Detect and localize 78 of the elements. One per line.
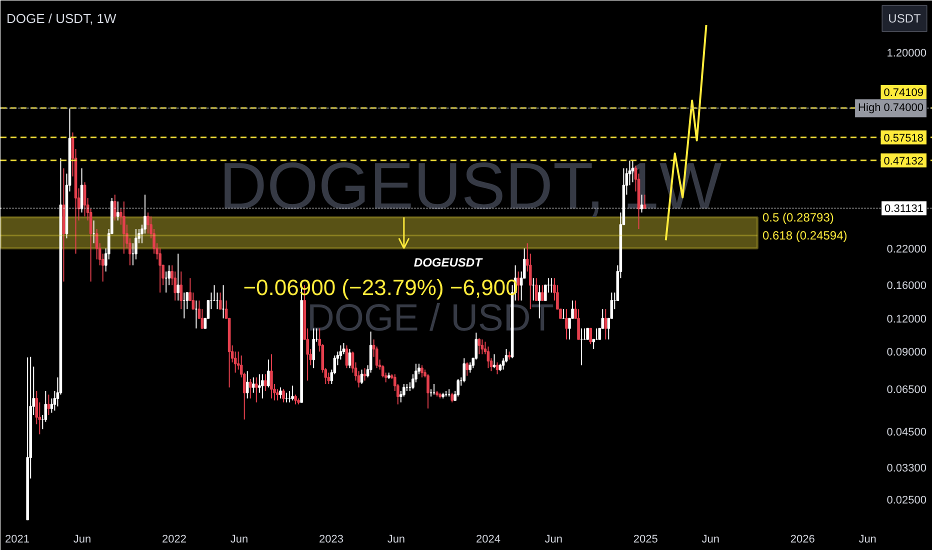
x-tick-label: 2023 xyxy=(319,534,344,546)
candlestick xyxy=(261,374,264,399)
y-tick-label: 0.06500 xyxy=(886,384,927,396)
ref-line-label: 0.618 (0.24594) xyxy=(762,228,848,242)
candlestick xyxy=(541,284,544,302)
candlestick xyxy=(246,370,249,399)
candlestick xyxy=(267,359,270,388)
candlestick xyxy=(363,368,366,382)
candlestick xyxy=(279,386,282,399)
candlestick xyxy=(450,392,454,403)
candlestick xyxy=(466,362,469,376)
candlestick xyxy=(218,292,222,310)
candlestick xyxy=(146,212,150,234)
ref-line-label: High 0.74000 xyxy=(858,102,924,114)
candlestick xyxy=(192,292,195,310)
candlestick xyxy=(248,378,252,399)
candlestick xyxy=(255,376,258,403)
candlestick xyxy=(47,394,50,416)
candlestick xyxy=(462,358,466,383)
candlestick xyxy=(492,354,496,369)
x-tick-label: Jun xyxy=(858,534,876,546)
y-tick-label: 0.04500 xyxy=(886,426,927,439)
candlestick xyxy=(270,354,273,399)
candlestick xyxy=(264,374,267,392)
x-tick-label: 2026 xyxy=(790,534,815,546)
y-tick-label: 0.22000 xyxy=(886,243,927,256)
candlestick xyxy=(604,308,608,340)
candlestick xyxy=(577,308,580,340)
y-tick-label: 0.16000 xyxy=(886,280,927,292)
y-tick-label: 0.02500 xyxy=(886,494,927,507)
candlestick xyxy=(486,346,490,369)
candlestick xyxy=(294,394,297,405)
candlestick xyxy=(478,338,481,355)
candlestick xyxy=(592,338,595,350)
candlestick xyxy=(420,364,424,378)
candlestick xyxy=(180,271,183,310)
band-label: 0.5 (0.28793) xyxy=(762,210,834,224)
candlestick xyxy=(589,328,592,345)
candlestick xyxy=(468,362,472,374)
candlestick xyxy=(480,338,484,355)
candlestick xyxy=(176,253,180,302)
candlestick xyxy=(345,344,348,369)
ref-line-label: 0.47132 xyxy=(884,155,924,168)
candlestick xyxy=(200,308,204,329)
candlestick xyxy=(496,362,499,375)
x-tick-label: 2021 xyxy=(5,534,30,546)
candlestick xyxy=(534,278,538,302)
candlestick xyxy=(456,378,460,398)
x-tick-label: Jun xyxy=(387,534,406,546)
candlestick xyxy=(348,348,352,369)
candlestick xyxy=(83,182,86,217)
text: DOGE / USDT, 1W xyxy=(6,11,118,26)
candlestick xyxy=(586,328,589,340)
x-tick-label: Jun xyxy=(230,534,248,546)
candlestick xyxy=(122,201,126,254)
y-axis-title: USDT xyxy=(888,12,922,26)
x-tick-label: Jun xyxy=(544,534,562,546)
y-tick-label: 0.03300 xyxy=(886,462,927,474)
x-tick-label: 2024 xyxy=(476,534,500,546)
candlestick xyxy=(565,308,568,340)
ref-line-label: 0.31131 xyxy=(884,203,924,216)
candlestick xyxy=(426,374,430,409)
candlestick xyxy=(252,376,255,394)
x-tick-label: 2022 xyxy=(162,534,187,546)
x-tick-label: Jun xyxy=(702,534,720,546)
y-tick-label: 0.12000 xyxy=(886,313,927,326)
y-tick-label: 1.20000 xyxy=(886,47,927,60)
candlestick xyxy=(282,388,285,403)
x-tick-label: Jun xyxy=(73,534,92,546)
candlestick xyxy=(291,385,294,401)
ref-line-label: 0.57518 xyxy=(884,132,924,144)
x-tick-label: 2025 xyxy=(633,534,658,546)
ref-line-label: 0.74109 xyxy=(884,87,924,100)
y-tick-label: 0.09000 xyxy=(886,346,927,359)
candlestick xyxy=(327,372,330,384)
annotation: DOGEUSDT xyxy=(414,255,484,270)
candlestick xyxy=(360,369,364,384)
candlestick xyxy=(114,194,116,221)
